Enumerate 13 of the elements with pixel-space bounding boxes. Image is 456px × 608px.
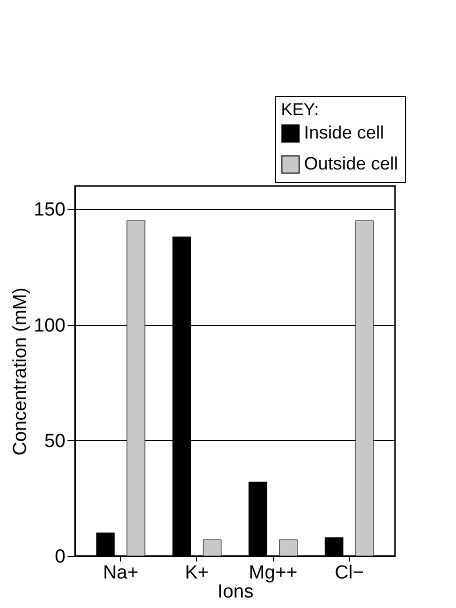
legend-label: Inside cell xyxy=(304,122,384,142)
y-tick-label: 100 xyxy=(34,315,66,336)
x-tick-label: Na+ xyxy=(103,562,138,584)
x-tick-label: K+ xyxy=(185,562,209,584)
legend-label: Outside cell xyxy=(304,154,398,174)
y-tick-label: 50 xyxy=(44,430,66,452)
x-tick-label: Mg++ xyxy=(248,562,298,584)
legend-title: KEY: xyxy=(281,100,319,119)
y-tick-label: 0 xyxy=(54,546,66,568)
y-axis-title: Concentration (mM) xyxy=(10,288,31,456)
x-tick-label: Cl− xyxy=(334,562,364,584)
x-axis-title: Ions xyxy=(218,582,254,602)
y-tick-label: 150 xyxy=(34,200,66,221)
